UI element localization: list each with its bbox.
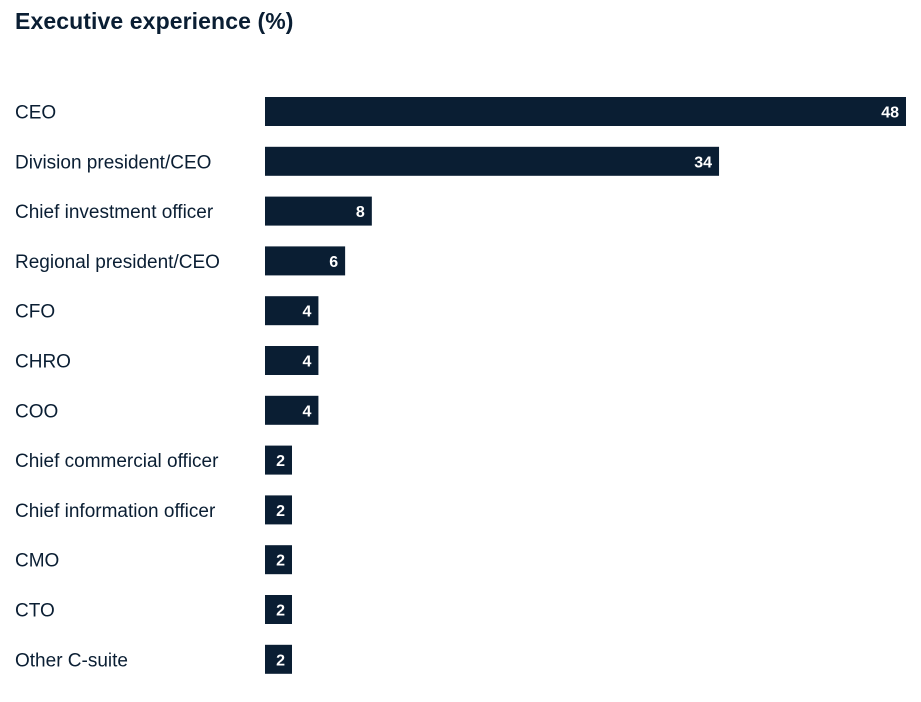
category-label: Chief commercial officer bbox=[15, 451, 219, 472]
category-label: Division president/CEO bbox=[15, 152, 211, 173]
bar-value-label: 6 bbox=[329, 254, 338, 271]
bar-value-label: 2 bbox=[276, 453, 285, 470]
category-label: CTO bbox=[15, 601, 55, 622]
bar-value-label: 34 bbox=[694, 154, 712, 171]
bar-value-label: 4 bbox=[303, 354, 312, 371]
bar bbox=[265, 595, 292, 624]
bar bbox=[265, 445, 292, 475]
bar-value-label: 2 bbox=[276, 503, 285, 520]
bar bbox=[265, 644, 292, 674]
bar bbox=[265, 346, 319, 375]
bar bbox=[265, 296, 319, 326]
bar bbox=[265, 545, 292, 575]
bar-value-label: 2 bbox=[276, 553, 285, 570]
category-label: Regional president/CEO bbox=[15, 252, 220, 273]
chart-title: Executive experience (%) bbox=[15, 8, 294, 34]
bar-value-label: 4 bbox=[303, 304, 312, 321]
bar bbox=[265, 246, 346, 276]
bar-value-label: 4 bbox=[303, 403, 312, 420]
bar-value-label: 2 bbox=[276, 603, 285, 620]
bar bbox=[265, 196, 372, 226]
category-label: Other C-suite bbox=[15, 650, 128, 671]
bar-value-label: 8 bbox=[356, 204, 365, 221]
category-label: CFO bbox=[15, 302, 55, 323]
category-label: COO bbox=[15, 401, 58, 422]
category-label: CHRO bbox=[15, 352, 71, 373]
bar-value-label: 2 bbox=[276, 652, 285, 669]
bar bbox=[265, 97, 906, 126]
category-label: CEO bbox=[15, 103, 56, 124]
bar bbox=[265, 146, 720, 176]
category-label: CMO bbox=[15, 551, 59, 572]
bar bbox=[265, 395, 319, 425]
category-label: Chief information officer bbox=[15, 501, 216, 522]
bar-value-label: 48 bbox=[881, 105, 899, 122]
bar bbox=[265, 495, 292, 525]
category-label: Chief investment officer bbox=[15, 202, 214, 223]
